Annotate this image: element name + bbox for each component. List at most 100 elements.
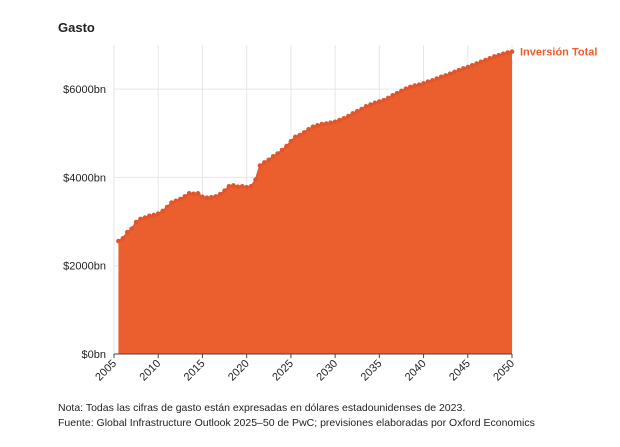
- data-point: [293, 134, 298, 140]
- data-point: [416, 82, 422, 88]
- data-point: [350, 111, 356, 116]
- data-point: [191, 191, 196, 197]
- data-point: [142, 215, 148, 220]
- data-point: [213, 194, 219, 199]
- footnotes: Nota: Todas las cifras de gasto están ex…: [58, 401, 535, 431]
- data-point: [244, 184, 249, 190]
- data-point: [226, 183, 232, 189]
- x-tick-label: 2010: [138, 358, 164, 384]
- data-point: [116, 238, 121, 244]
- data-point: [138, 216, 143, 222]
- data-point: [341, 115, 347, 121]
- data-point: [257, 163, 263, 168]
- data-point: [155, 211, 161, 216]
- data-point: [253, 177, 258, 182]
- series-label: Inversión Total: [520, 47, 597, 59]
- data-point: [124, 229, 130, 235]
- data-point: [120, 236, 126, 241]
- data-point: [346, 113, 351, 119]
- data-point: [169, 200, 174, 205]
- x-tick-label: 2005: [93, 358, 119, 384]
- data-point: [359, 106, 364, 112]
- data-point: [306, 127, 311, 132]
- data-point: [407, 84, 413, 90]
- data-point: [310, 124, 316, 129]
- x-tick-label: 2030: [314, 358, 340, 384]
- data-point: [443, 73, 448, 78]
- data-point: [275, 151, 280, 156]
- y-tick-label: $4000bn: [63, 172, 106, 184]
- data-point: [469, 63, 475, 68]
- x-tick-label: 2035: [359, 358, 385, 384]
- data-point: [178, 196, 183, 202]
- data-point: [421, 81, 426, 86]
- chart-title: Gasto: [58, 20, 95, 35]
- data-point: [195, 191, 201, 196]
- data-point: [478, 59, 484, 65]
- data-point: [235, 184, 241, 189]
- data-point: [173, 198, 179, 204]
- data-point: [284, 143, 289, 149]
- x-tick-label: 2040: [403, 358, 429, 384]
- data-point: [425, 79, 431, 84]
- data-point: [509, 49, 515, 54]
- data-point: [262, 160, 267, 165]
- y-tick-label: $0bn: [82, 349, 106, 361]
- data-point: [239, 183, 245, 189]
- data-point: [412, 83, 418, 88]
- data-point: [297, 132, 303, 138]
- data-point: [248, 183, 254, 189]
- data-point: [487, 55, 493, 61]
- data-point: [279, 147, 285, 153]
- data-point: [372, 100, 378, 106]
- data-point: [465, 64, 471, 70]
- data-point: [452, 69, 457, 75]
- data-point: [500, 51, 506, 57]
- data-point: [368, 102, 373, 107]
- data-point: [186, 191, 192, 196]
- x-tick-label: 2020: [226, 358, 252, 384]
- data-point: [231, 183, 236, 188]
- data-point: [200, 194, 205, 200]
- data-point: [399, 88, 404, 94]
- data-point: [381, 97, 387, 103]
- data-point: [438, 74, 444, 80]
- data-point: [323, 121, 329, 126]
- data-point: [217, 191, 223, 197]
- data-point: [354, 108, 360, 114]
- area-series-inversion-total: [118, 51, 512, 354]
- data-point: [492, 54, 497, 59]
- data-point: [301, 130, 307, 135]
- data-point: [461, 66, 466, 71]
- data-point: [164, 204, 170, 210]
- data-point: [270, 153, 276, 159]
- data-point: [151, 212, 157, 218]
- x-tick-label: 2050: [491, 358, 517, 384]
- data-point: [505, 50, 510, 55]
- data-point: [377, 99, 382, 104]
- data-point: [337, 117, 342, 123]
- data-point: [160, 208, 165, 214]
- data-point: [385, 95, 391, 101]
- source-line: Fuente: Global Infrastructure Outlook 20…: [58, 417, 535, 429]
- x-tick-label: 2025: [270, 358, 296, 384]
- data-point: [315, 123, 320, 128]
- data-point: [394, 90, 400, 96]
- data-point: [129, 226, 134, 231]
- data-point: [182, 194, 188, 199]
- data-point: [496, 52, 502, 58]
- data-point: [288, 138, 294, 144]
- data-point: [430, 78, 435, 83]
- data-point: [133, 219, 139, 225]
- data-point: [483, 57, 488, 63]
- data-point: [147, 213, 152, 219]
- data-point: [474, 61, 479, 66]
- data-point: [363, 104, 369, 109]
- x-tick-label: 2045: [447, 358, 473, 384]
- data-point: [222, 188, 227, 193]
- data-point: [447, 71, 453, 76]
- series-layer: [116, 49, 515, 354]
- y-tick-label: $6000bn: [63, 84, 106, 96]
- data-point: [332, 119, 338, 125]
